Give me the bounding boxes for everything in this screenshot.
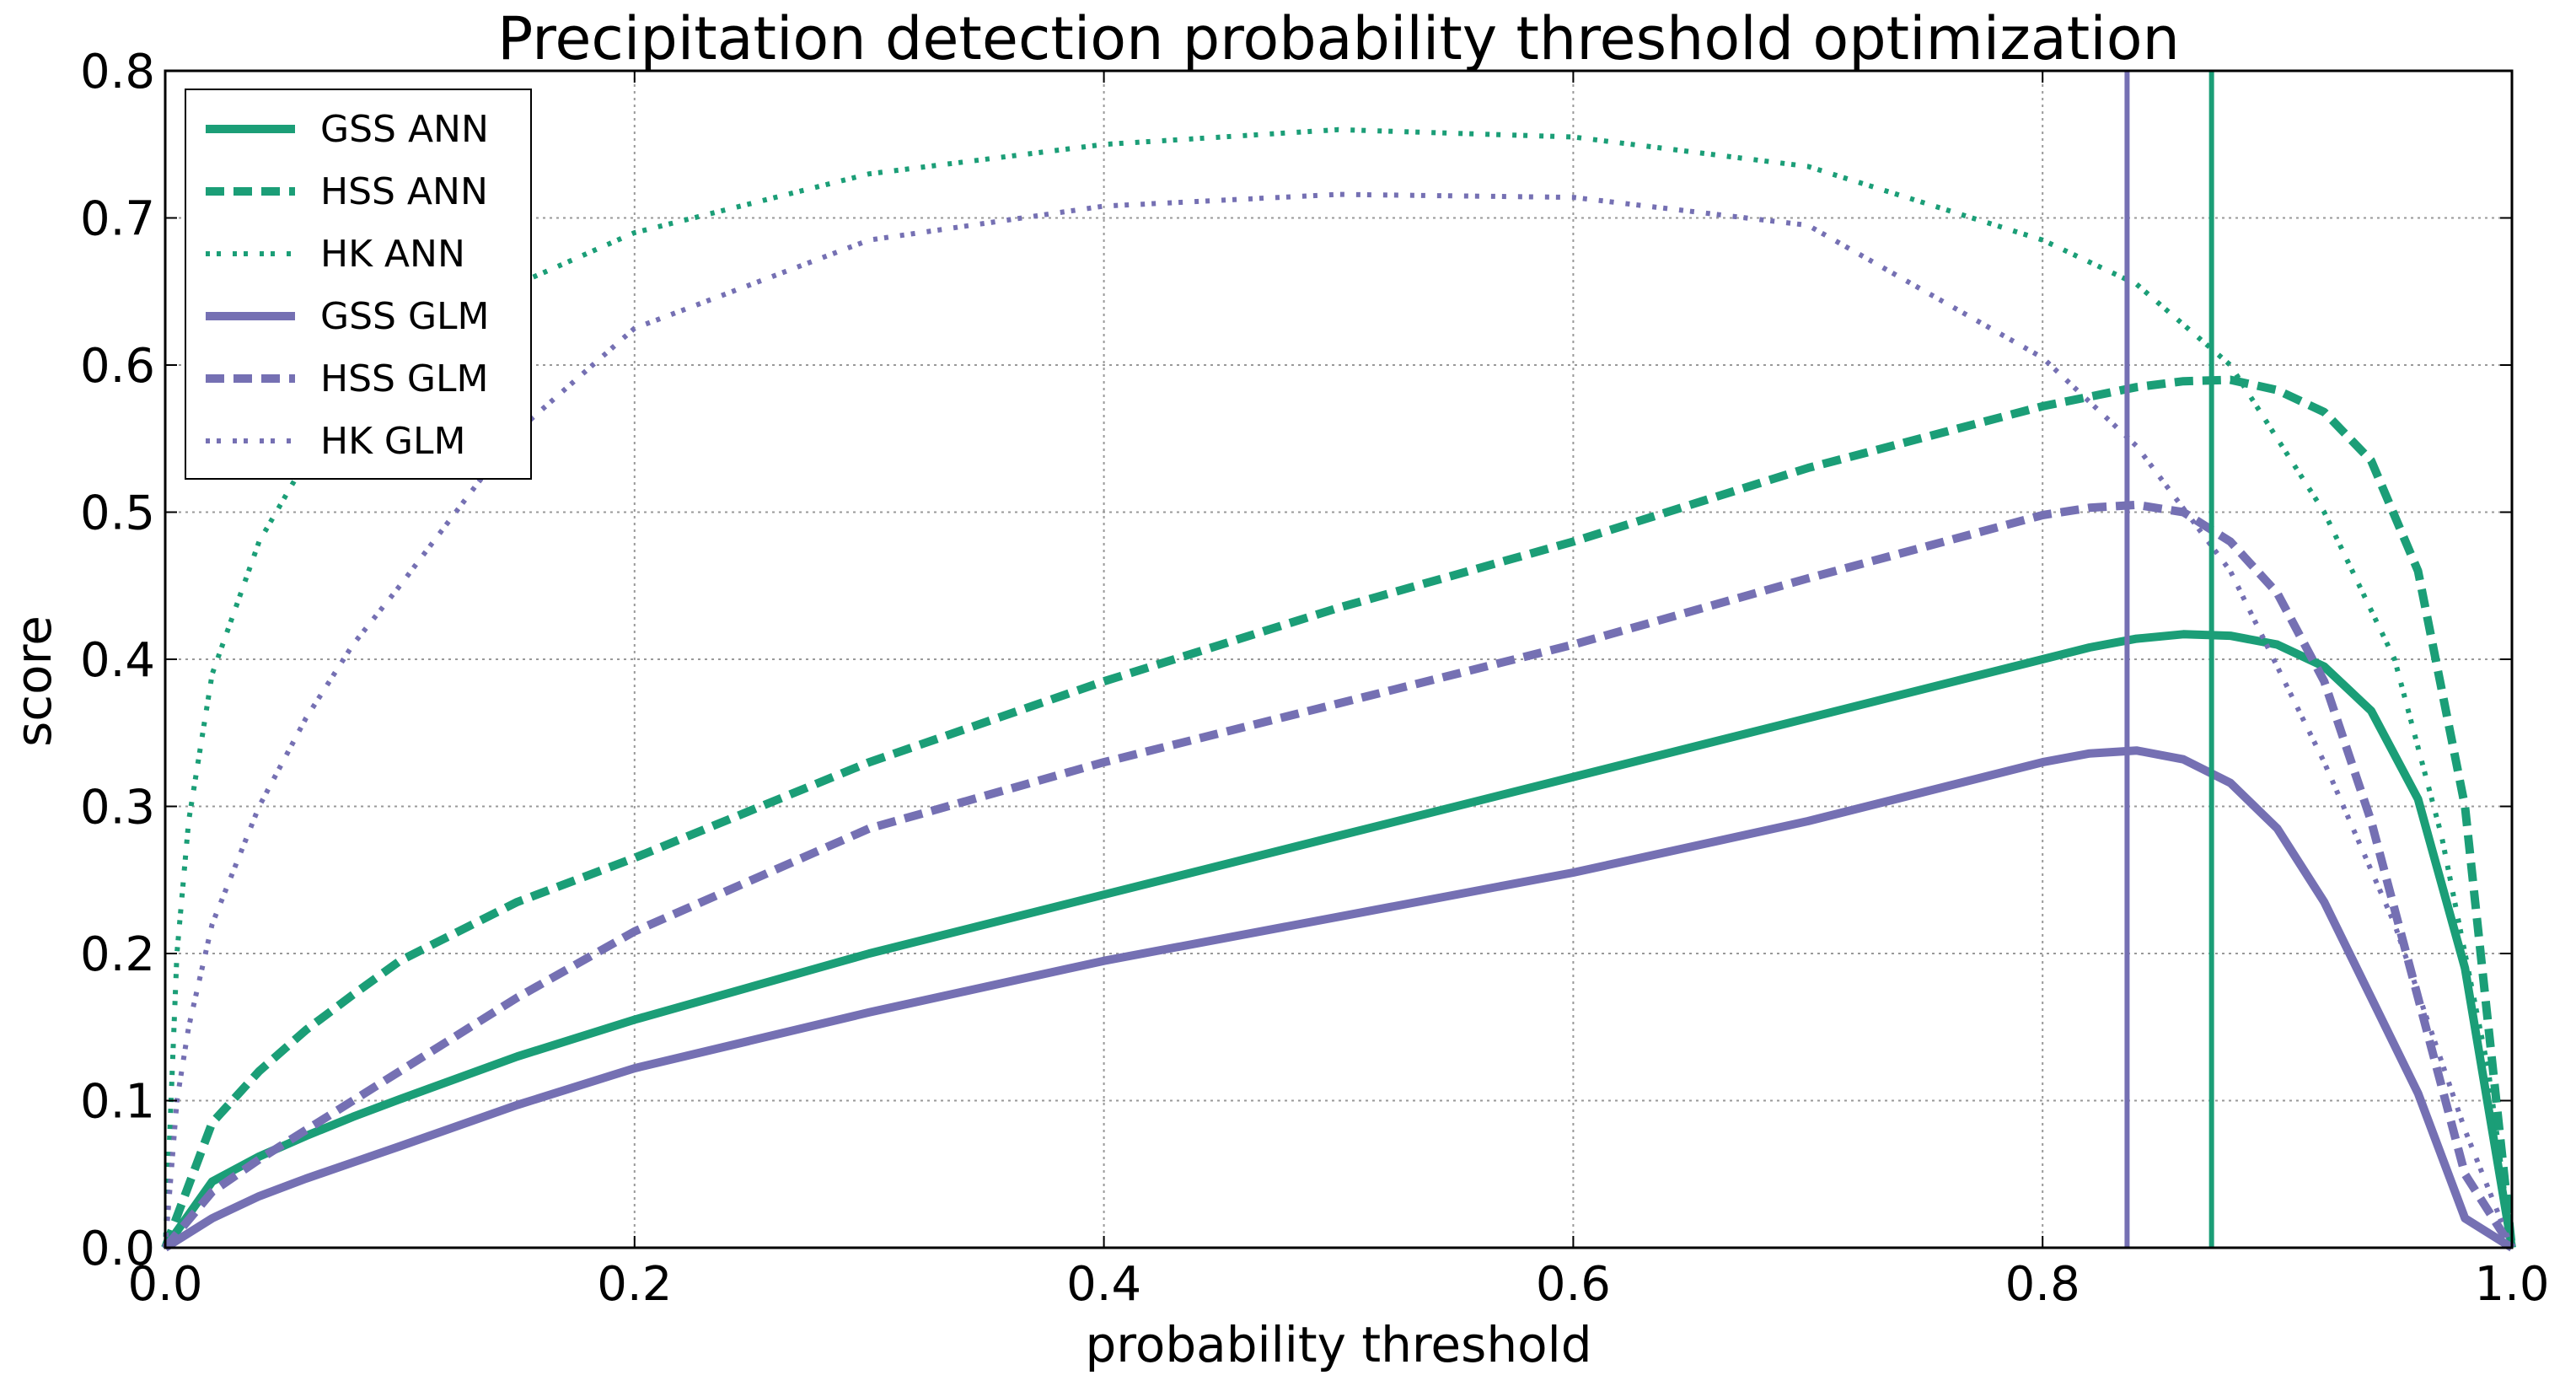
y-tick-label: 0.3 bbox=[80, 781, 155, 835]
x-tick-label: 0.2 bbox=[597, 1257, 672, 1312]
series-lines bbox=[161, 126, 2516, 1252]
x-tick-label: 0.8 bbox=[2005, 1257, 2080, 1312]
series-gss-ann bbox=[161, 630, 2516, 1250]
series-hk-ann bbox=[163, 126, 2514, 1249]
axis-ticks: 0.0 0.2 0.4 0.6 0.8 1.0 0.0 0.1 0.2 0.3 0.4 0.5 0.6 0… bbox=[80, 45, 2550, 1312]
y-tick-label: 0.7 bbox=[80, 192, 155, 247]
y-axis-label: score bbox=[5, 615, 62, 747]
y-tick-label: 0.4 bbox=[80, 633, 155, 688]
y-tick-label: 0.0 bbox=[80, 1222, 155, 1276]
y-tick-label: 0.1 bbox=[80, 1075, 155, 1130]
legend-label: GSS GLM bbox=[320, 295, 490, 338]
x-tick-label: 0.6 bbox=[1536, 1257, 1611, 1312]
legend-label: HK GLM bbox=[320, 420, 466, 463]
y-tick-label: 0.8 bbox=[80, 45, 155, 99]
legend-label: HSS ANN bbox=[320, 170, 488, 213]
grid bbox=[165, 71, 2512, 1248]
legend-label: GSS ANN bbox=[320, 108, 489, 151]
x-tick-label: 0.4 bbox=[1066, 1257, 1141, 1312]
chart-title: Precipitation detection probability thre… bbox=[497, 4, 2180, 73]
x-tick-label: 1.0 bbox=[2474, 1257, 2549, 1312]
series-hss-glm bbox=[162, 500, 2516, 1251]
series-hss-ann bbox=[161, 375, 2516, 1249]
legend: GSS ANN HSS ANN HK ANN GSS GLM HSS GLM HK GLM bbox=[185, 89, 532, 480]
legend-label: HSS GLM bbox=[320, 357, 489, 400]
series-gss-glm bbox=[163, 746, 2514, 1252]
y-tick-label: 0.5 bbox=[80, 486, 155, 541]
legend-label: HK ANN bbox=[320, 233, 465, 276]
x-axis-label: probability threshold bbox=[1085, 1316, 1591, 1373]
series-hk-glm bbox=[163, 191, 2514, 1249]
y-tick-label: 0.2 bbox=[80, 927, 155, 982]
y-tick-label: 0.6 bbox=[80, 339, 155, 394]
legend-box bbox=[185, 89, 532, 480]
x-tick-label: 0.0 bbox=[127, 1257, 202, 1312]
threshold-lines bbox=[2124, 71, 2214, 1248]
